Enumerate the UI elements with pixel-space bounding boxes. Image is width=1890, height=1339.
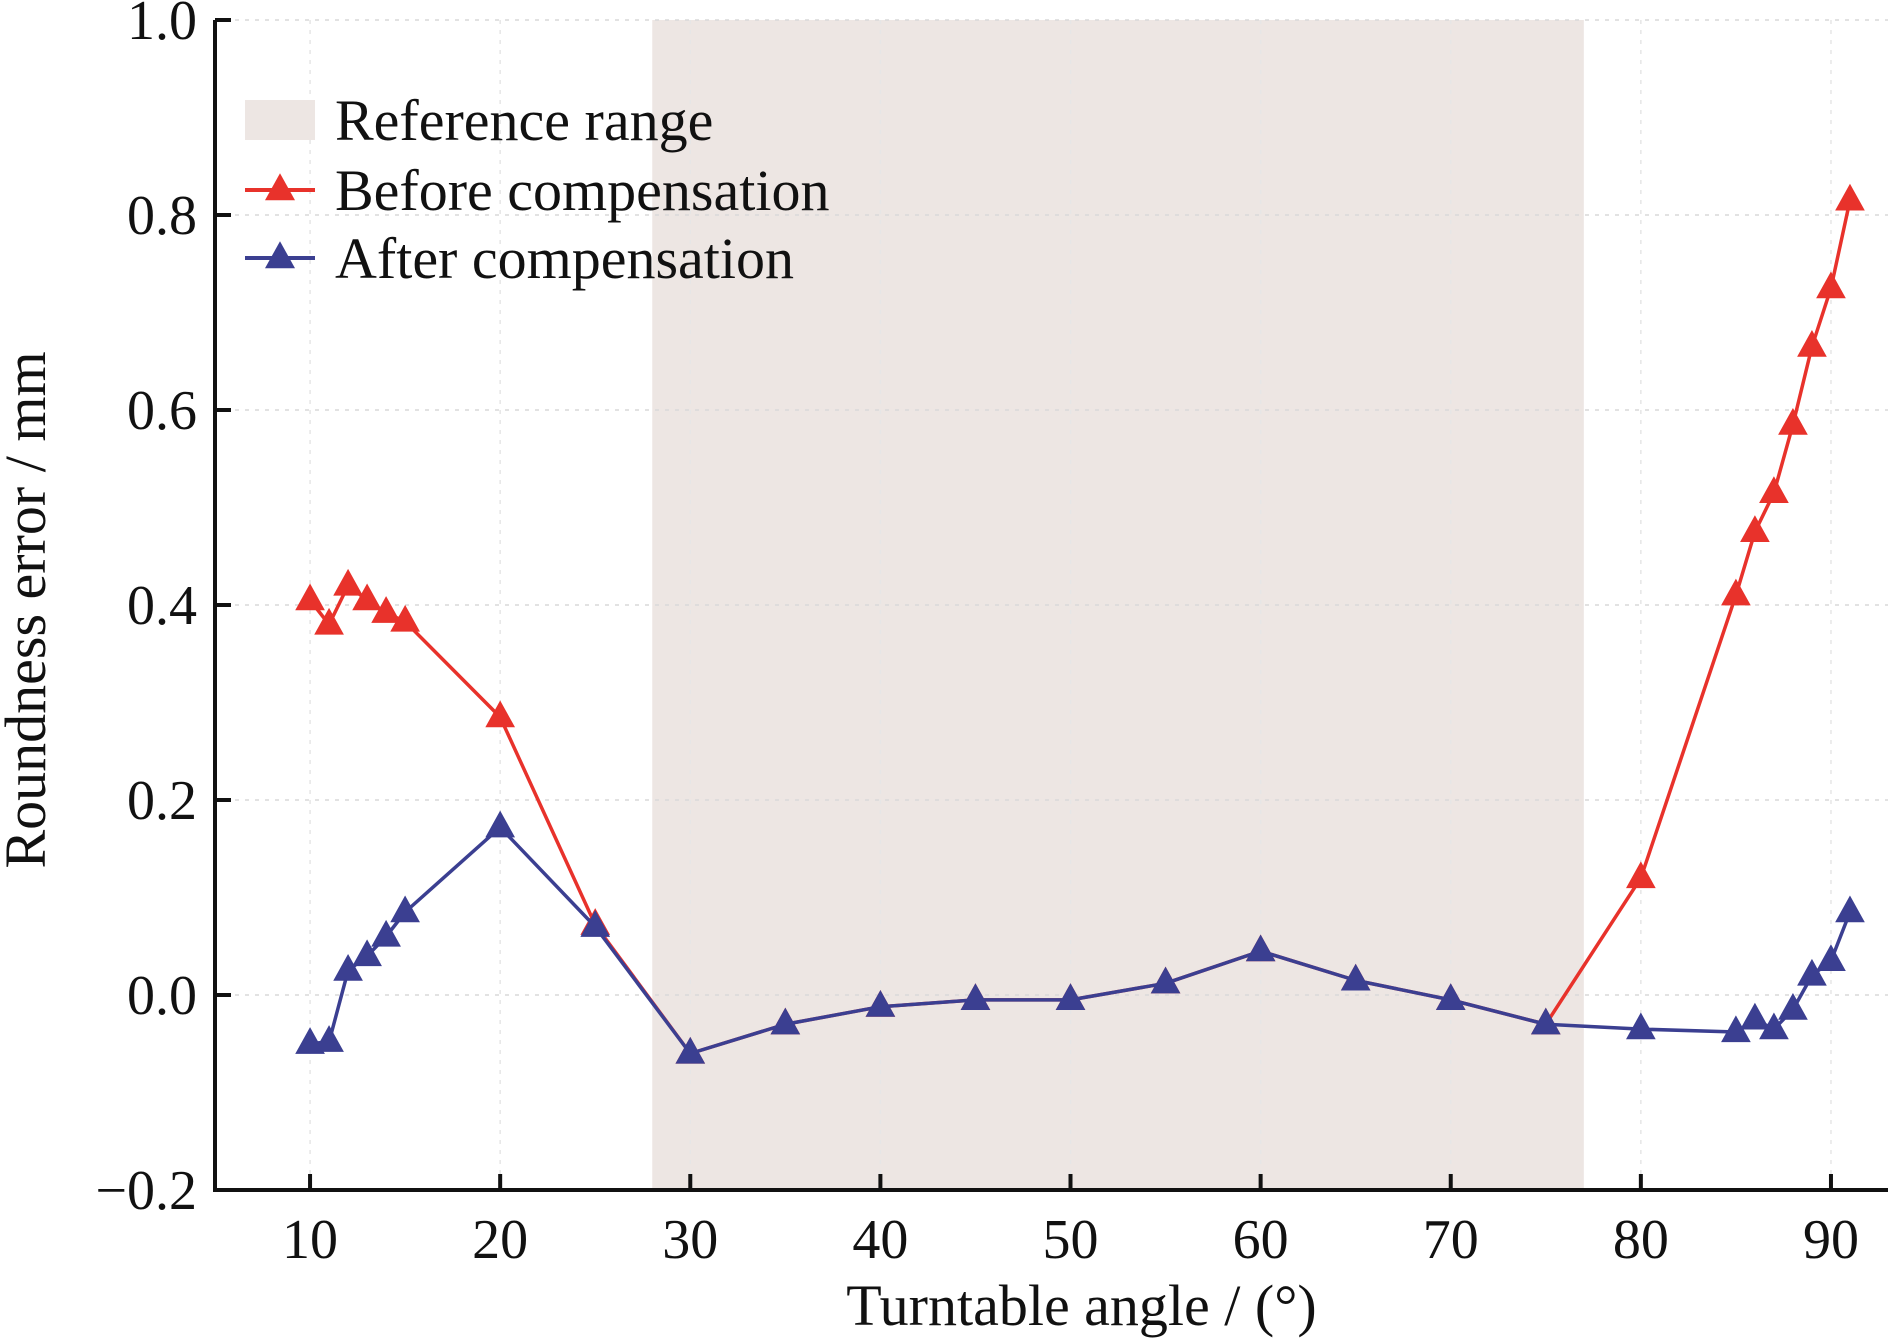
data-point-after-compensation [1150, 966, 1181, 994]
data-point-before-compensation [314, 607, 344, 635]
x-tick-label: 60 [1233, 1209, 1289, 1271]
y-tick-label: 0.2 [127, 770, 197, 832]
x-tick-labels: 10 20 30 40 50 60 70 80 90 [282, 1209, 1859, 1271]
data-point-before-compensation [1759, 476, 1789, 503]
data-point-after-compensation [1759, 1012, 1789, 1040]
data-point-before-compensation [1740, 515, 1770, 542]
legend: Reference range Before compensation Afte… [245, 88, 829, 291]
y-tick-label: 0.6 [127, 380, 197, 442]
data-point-after-compensation [770, 1007, 801, 1035]
data-point-after-compensation [1740, 1002, 1770, 1030]
data-point-before-compensation [1797, 329, 1827, 357]
data-point-after-compensation [352, 939, 382, 967]
data-point-before-compensation [1778, 407, 1808, 435]
data-point-after-compensation [1340, 963, 1371, 991]
data-point-before-compensation [295, 583, 325, 611]
data-point-after-compensation [1626, 1012, 1656, 1040]
data-point-before-compensation [1816, 271, 1846, 299]
y-tick-label: 0.8 [127, 185, 197, 247]
y-axis-label: Roundness error / mm [0, 351, 58, 868]
data-point-before-compensation [352, 583, 382, 611]
x-tick-label: 10 [282, 1209, 338, 1271]
data-point-after-compensation [1797, 958, 1827, 986]
data-point-before-compensation [371, 596, 401, 623]
y-tick-label: 1.0 [127, 0, 197, 52]
legend-label-before-compensation: Before compensation [335, 158, 829, 223]
x-tick-label: 40 [852, 1209, 908, 1271]
data-point-after-compensation [1816, 944, 1846, 971]
data-point-after-compensation [371, 919, 401, 947]
data-point-after-compensation [1778, 992, 1808, 1020]
data-point-after-compensation [1435, 983, 1466, 1010]
data-point-after-compensation [314, 1025, 344, 1052]
data-point-after-compensation [390, 895, 420, 923]
data-point-after-compensation [580, 910, 611, 937]
legend-label-after-compensation: After compensation [335, 226, 794, 291]
axes [213, 18, 1888, 1192]
data-point-after-compensation [1530, 1007, 1561, 1035]
x-tick-label: 90 [1803, 1209, 1859, 1271]
x-tick-label: 20 [472, 1209, 528, 1271]
x-axis-label: Turntable angle / (°) [846, 1273, 1316, 1338]
data-point-before-compensation [1721, 578, 1751, 606]
x-tick-label: 50 [1043, 1209, 1099, 1271]
x-tick-label: 70 [1423, 1209, 1479, 1271]
data-point-before-compensation [485, 700, 516, 728]
data-point-before-compensation [333, 568, 363, 596]
data-point-after-compensation [333, 953, 363, 981]
y-tick-label: 0.0 [127, 965, 197, 1027]
legend-swatch-reference-range [245, 100, 315, 140]
data-point-before-compensation [390, 604, 420, 632]
data-point-before-compensation [1626, 861, 1656, 889]
data-point-after-compensation [1245, 934, 1276, 962]
data-point-before-compensation [1835, 183, 1865, 211]
y-tick-labels: −0.2 0.0 0.2 0.4 0.6 0.8 1.0 [95, 0, 197, 1222]
data-point-after-compensation [865, 990, 896, 1017]
data-point-after-compensation [960, 983, 991, 1010]
legend-marker-after-compensation [265, 241, 295, 269]
legend-marker-before-compensation [265, 173, 295, 201]
legend-label-reference-range: Reference range [335, 88, 713, 153]
series-lines [295, 183, 1865, 1064]
y-tick-label: 0.4 [127, 575, 197, 637]
data-point-after-compensation [1055, 983, 1086, 1010]
data-point-after-compensation [1835, 895, 1865, 923]
data-point-after-compensation [675, 1036, 706, 1064]
x-tick-label: 80 [1613, 1209, 1669, 1271]
data-point-after-compensation [485, 810, 516, 838]
y-tick-label: −0.2 [95, 1160, 197, 1222]
x-tick-label: 30 [662, 1209, 718, 1271]
